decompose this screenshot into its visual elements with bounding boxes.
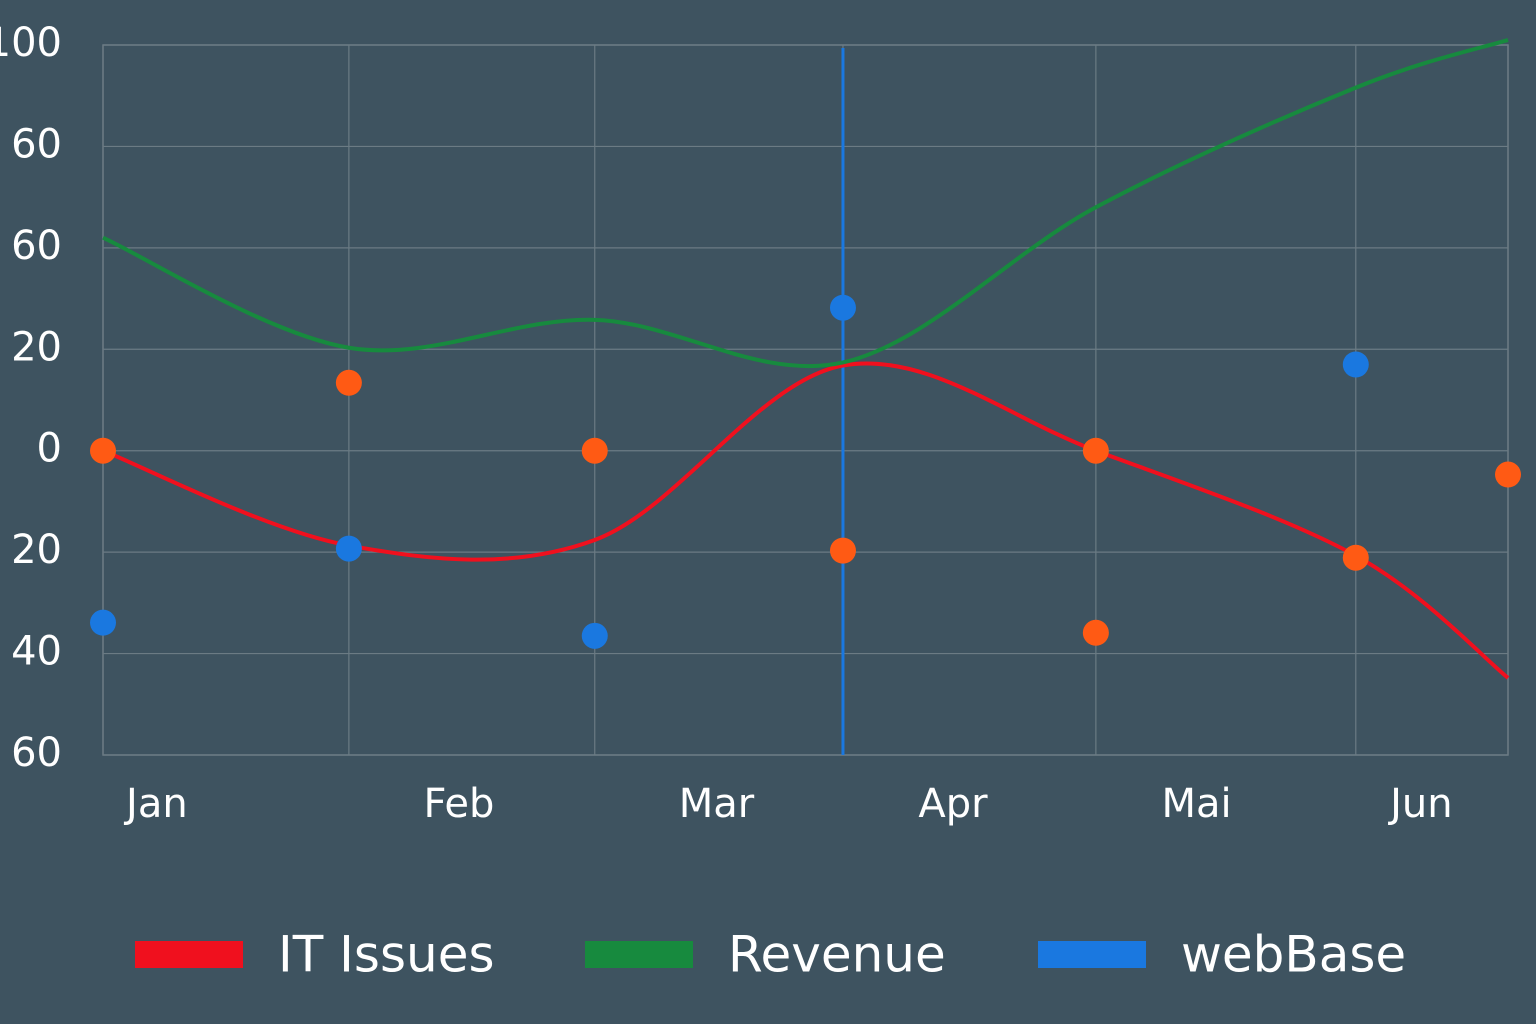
point — [335, 369, 362, 396]
x-tick-label: Apr — [918, 781, 988, 827]
point — [1342, 351, 1369, 378]
legend-label: IT Issues — [278, 926, 495, 984]
y-tick-label: 60 — [11, 223, 62, 269]
line — [102, 38, 1509, 369]
y-tick-label: 60 — [11, 121, 62, 167]
legend-swatch — [585, 941, 693, 968]
point — [335, 535, 362, 562]
point — [90, 609, 116, 636]
point — [1082, 619, 1109, 646]
point — [1082, 437, 1109, 464]
legend-swatch — [135, 941, 243, 968]
point — [90, 437, 116, 464]
y-tick-label: 20 — [11, 527, 62, 573]
x-tick-label: Mar — [679, 781, 755, 827]
point — [829, 294, 856, 321]
y-tick-label: 40 — [11, 629, 62, 675]
point — [581, 622, 608, 649]
x-tick-label: Jan — [123, 781, 188, 827]
point — [1342, 544, 1369, 571]
y-tick-label: 60 — [11, 730, 62, 776]
legend-swatch — [1038, 941, 1146, 968]
point — [829, 537, 856, 564]
y-tick-label: 0 — [37, 426, 62, 472]
point — [581, 437, 608, 464]
legend-label: webBase — [1181, 926, 1406, 984]
x-tick-label: Feb — [424, 781, 495, 827]
point — [1495, 461, 1521, 488]
y-tick-label: 20 — [11, 324, 62, 370]
y-tick-label: 100 — [0, 20, 62, 66]
legend-label: Revenue — [728, 926, 946, 984]
x-tick-label: Jun — [1387, 781, 1453, 827]
x-tick-label: Mai — [1161, 781, 1231, 827]
